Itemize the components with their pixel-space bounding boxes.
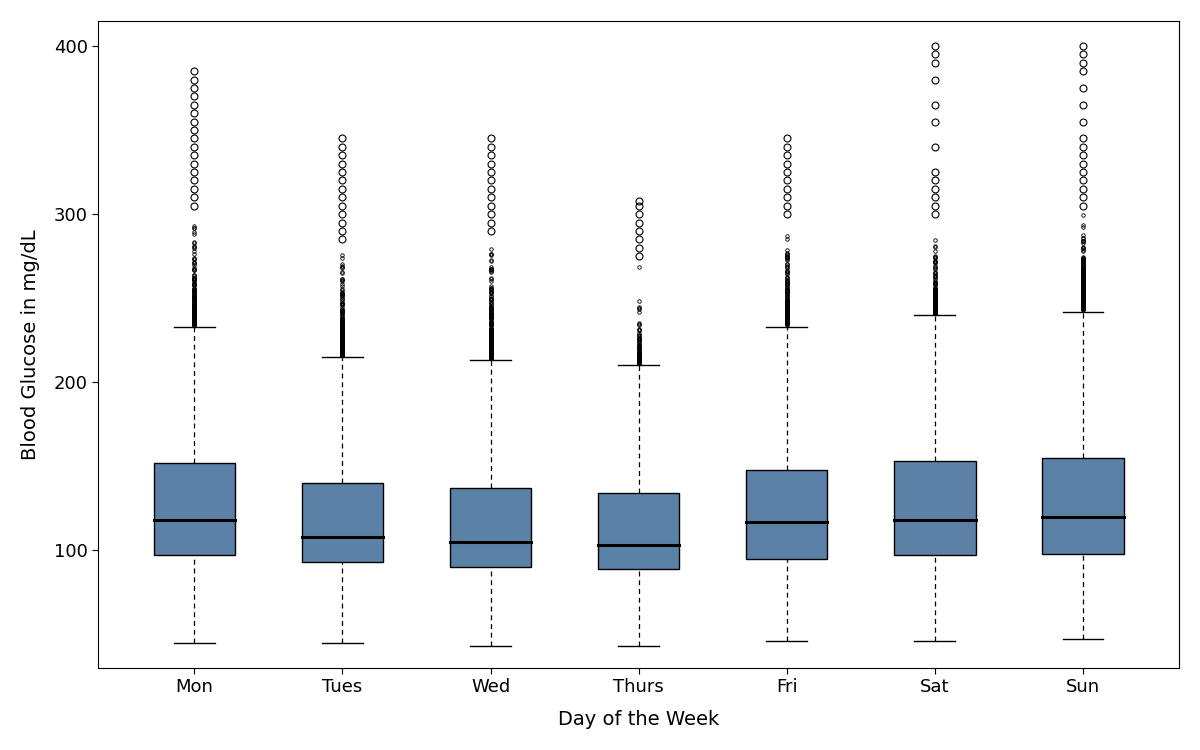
Bar — [301, 483, 383, 562]
Y-axis label: Blood Glucose in mg/dL: Blood Glucose in mg/dL — [20, 229, 40, 460]
Bar — [746, 470, 828, 559]
Bar — [1042, 458, 1123, 554]
X-axis label: Day of the Week: Day of the Week — [558, 710, 719, 729]
Bar — [450, 488, 532, 567]
Bar — [598, 493, 679, 568]
Bar — [894, 461, 976, 555]
Bar — [154, 463, 235, 555]
